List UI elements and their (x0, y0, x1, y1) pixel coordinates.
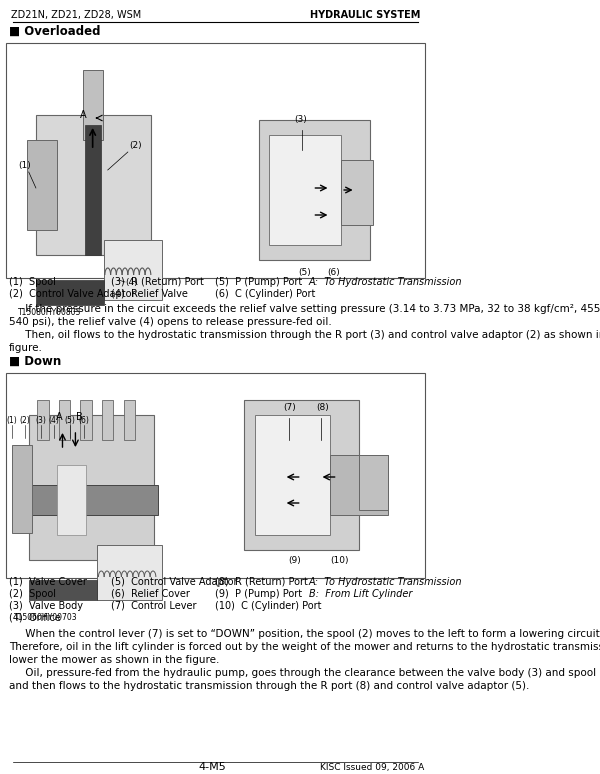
Text: (2): (2) (20, 416, 31, 425)
Bar (341, 160, 373, 225)
Text: (8): (8) (316, 403, 329, 412)
Text: B:  From Lift Cylinder: B: From Lift Cylinder (309, 589, 412, 599)
Text: When the control lever (7) is set to “DOWN” position, the spool (2) moves to the: When the control lever (7) is set to “DO… (8, 629, 600, 639)
Text: (3): (3) (295, 115, 307, 124)
Text: A: A (56, 412, 63, 422)
Bar (85, 125, 101, 255)
Bar (83, 70, 103, 140)
Text: T15080HY00803: T15080HY00803 (18, 308, 82, 317)
Text: (9): (9) (289, 556, 301, 565)
Text: lower the mower as shown in the figure.: lower the mower as shown in the figure. (8, 655, 219, 665)
Bar (59, 400, 70, 440)
Bar (359, 455, 388, 510)
Bar (255, 415, 331, 535)
Text: HYDRAULIC SYSTEM: HYDRAULIC SYSTEM (310, 10, 420, 20)
Bar (36, 280, 104, 305)
Text: (8)  R (Return) Port: (8) R (Return) Port (215, 577, 308, 587)
Text: (10): (10) (331, 556, 349, 565)
Text: B: B (76, 412, 82, 422)
Text: (7)  Control Lever: (7) Control Lever (112, 601, 197, 611)
Text: (2): (2) (129, 141, 142, 150)
Bar (102, 400, 113, 440)
Text: A:  To Hydrostatic Transmission: A: To Hydrostatic Transmission (309, 277, 463, 287)
FancyBboxPatch shape (36, 115, 151, 255)
Text: (5): (5) (64, 416, 75, 425)
Text: A:  To Hydrostatic Transmission: A: To Hydrostatic Transmission (309, 577, 463, 587)
Bar (27, 140, 58, 230)
Text: T15060HY00703: T15060HY00703 (14, 613, 78, 622)
Text: (10)  C (Cylinder) Port: (10) C (Cylinder) Port (215, 601, 322, 611)
Text: Oil, pressure-fed from the hydraulic pump, goes through the clearance between th: Oil, pressure-fed from the hydraulic pum… (8, 668, 600, 678)
Text: 540 psi), the relief valve (4) opens to release pressure-fed oil.: 540 psi), the relief valve (4) opens to … (8, 317, 331, 327)
Text: (4): (4) (49, 416, 59, 425)
Text: (4)  Orifice: (4) Orifice (8, 613, 61, 623)
Text: (6)  C (Cylinder) Port: (6) C (Cylinder) Port (215, 289, 316, 299)
Bar (97, 545, 161, 600)
Text: Then, oil flows to the hydrostatic transmission through the R port (3) and contr: Then, oil flows to the hydrostatic trans… (8, 330, 600, 340)
Text: and then flows to the hydrostatic transmission through the R port (8) and contro: and then flows to the hydrostatic transm… (8, 681, 529, 691)
Text: (7): (7) (284, 403, 296, 412)
Text: ■ Overloaded: ■ Overloaded (8, 25, 100, 38)
Text: Therefore, oil in the lift cylinder is forced out by the weight of the mower and: Therefore, oil in the lift cylinder is f… (8, 642, 600, 652)
Text: (2)  Control Valve Adaptor: (2) Control Valve Adaptor (8, 289, 135, 299)
Bar (6, 43, 425, 278)
Text: ■ Down: ■ Down (8, 355, 61, 368)
Text: (6)  Relief Cover: (6) Relief Cover (112, 589, 190, 599)
Text: (3)  R (Return) Port: (3) R (Return) Port (112, 277, 204, 287)
Text: ZD21N, ZD21, ZD28, WSM: ZD21N, ZD21, ZD28, WSM (11, 10, 141, 20)
Text: (4): (4) (125, 278, 139, 287)
Text: (5)  P (Pump) Port: (5) P (Pump) Port (215, 277, 303, 287)
Bar (6, 373, 425, 578)
Bar (124, 400, 135, 440)
Text: (3): (3) (35, 416, 46, 425)
Bar (58, 465, 86, 535)
Bar (29, 415, 154, 560)
Text: If the pressure in the circuit exceeds the relief valve setting pressure (3.14 t: If the pressure in the circuit exceeds t… (8, 304, 600, 314)
Text: (1)  Valve Cover: (1) Valve Cover (8, 577, 86, 587)
Text: (6): (6) (79, 416, 89, 425)
Text: (5): (5) (298, 268, 311, 277)
Bar (25, 485, 158, 515)
Text: 4-M5: 4-M5 (198, 762, 226, 772)
Bar (104, 240, 161, 300)
Text: (5)  Control Valve Adaptor: (5) Control Valve Adaptor (112, 577, 238, 587)
FancyBboxPatch shape (259, 120, 370, 260)
Text: (4)  Relief Valve: (4) Relief Valve (112, 289, 188, 299)
Text: A: A (80, 110, 86, 120)
Bar (29, 580, 97, 600)
Text: (3)  Valve Body: (3) Valve Body (8, 601, 83, 611)
Text: (1): (1) (7, 416, 17, 425)
Bar (331, 455, 388, 515)
Bar (80, 400, 92, 440)
Bar (244, 400, 359, 550)
Bar (37, 400, 49, 440)
Text: figure.: figure. (8, 343, 43, 353)
Bar (12, 445, 32, 533)
Text: (9)  P (Pump) Port: (9) P (Pump) Port (215, 589, 302, 599)
Text: KISC Issued 09, 2006 A: KISC Issued 09, 2006 A (320, 763, 424, 772)
Bar (269, 135, 341, 245)
Text: (1)  Spool: (1) Spool (8, 277, 55, 287)
Text: (6): (6) (327, 268, 340, 277)
Text: (2)  Spool: (2) Spool (8, 589, 56, 599)
Text: (1): (1) (18, 161, 31, 170)
